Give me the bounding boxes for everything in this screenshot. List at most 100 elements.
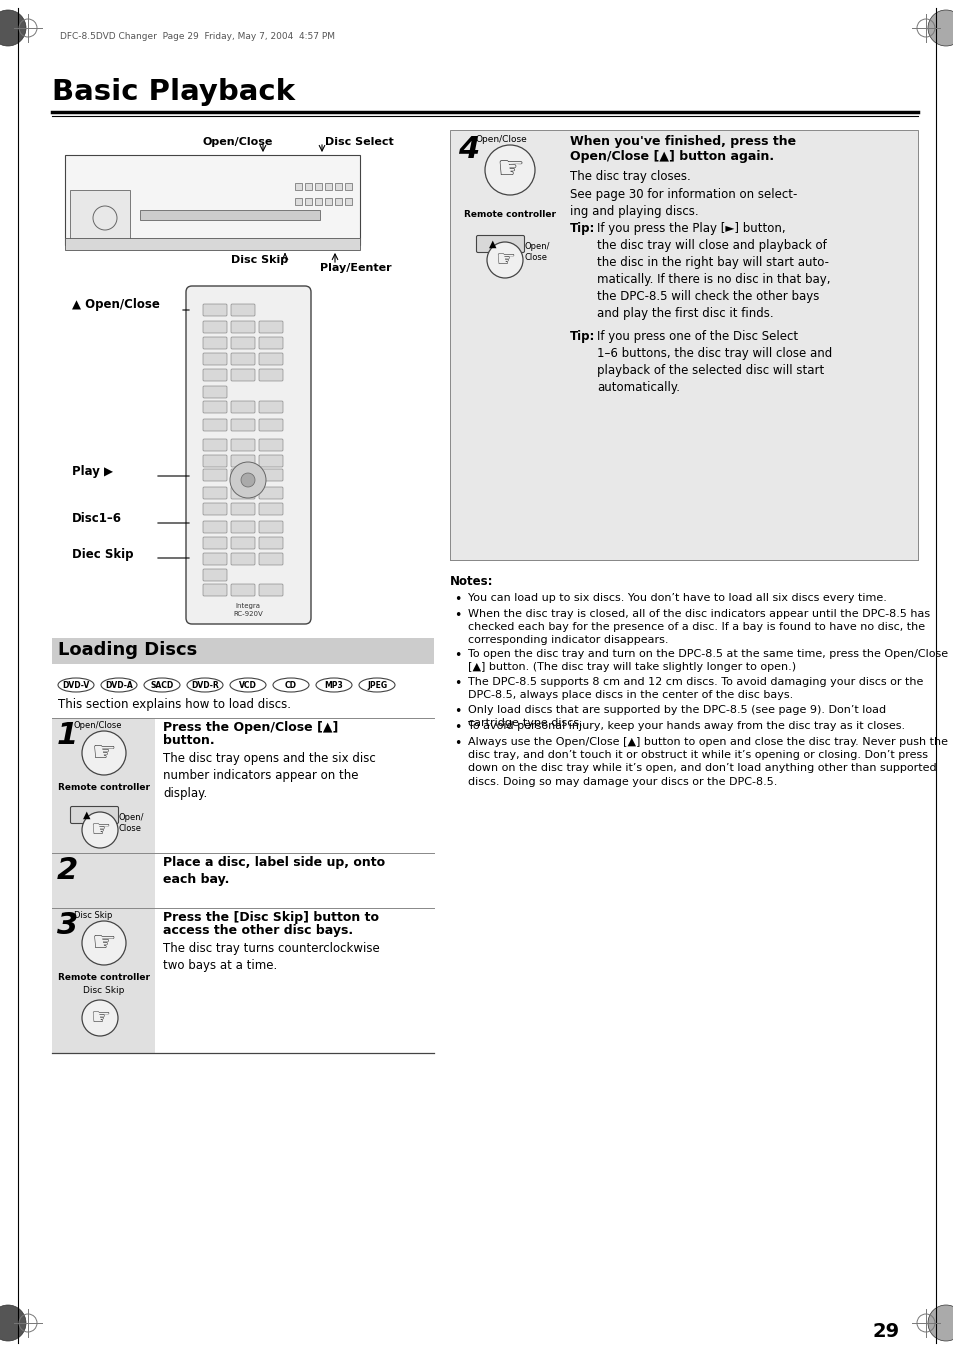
Text: Diec Skip: Diec Skip	[71, 549, 133, 561]
Text: When you've finished, press the: When you've finished, press the	[569, 135, 796, 149]
Circle shape	[82, 1000, 118, 1036]
Text: Open/
Close: Open/ Close	[119, 813, 144, 834]
FancyBboxPatch shape	[203, 336, 227, 349]
Text: Disc Skip: Disc Skip	[232, 255, 288, 265]
Text: Only load discs that are supported by the DPC-8.5 (see page 9). Don’t load cartr: Only load discs that are supported by th…	[468, 705, 885, 728]
Text: ☞: ☞	[90, 820, 110, 840]
FancyBboxPatch shape	[231, 521, 254, 534]
Bar	[335, 182, 341, 190]
FancyBboxPatch shape	[203, 469, 227, 481]
FancyBboxPatch shape	[231, 419, 254, 431]
FancyBboxPatch shape	[231, 503, 254, 515]
FancyBboxPatch shape	[258, 455, 283, 467]
Bar	[450, 130, 917, 561]
Circle shape	[230, 462, 266, 499]
FancyBboxPatch shape	[258, 469, 283, 481]
Bar	[65, 238, 359, 250]
Text: Place a disc, label side up, onto
each bay.: Place a disc, label side up, onto each b…	[163, 857, 385, 886]
FancyBboxPatch shape	[203, 486, 227, 499]
FancyBboxPatch shape	[203, 521, 227, 534]
FancyBboxPatch shape	[203, 553, 227, 565]
Text: The disc tray closes.: The disc tray closes.	[569, 170, 690, 182]
FancyBboxPatch shape	[258, 439, 283, 451]
Text: 3: 3	[57, 911, 78, 940]
FancyBboxPatch shape	[258, 521, 283, 534]
FancyBboxPatch shape	[203, 401, 227, 413]
FancyBboxPatch shape	[203, 322, 227, 332]
FancyBboxPatch shape	[231, 322, 254, 332]
Text: ▲: ▲	[83, 811, 91, 820]
FancyBboxPatch shape	[203, 369, 227, 381]
Text: Open/Close: Open/Close	[203, 136, 273, 147]
Circle shape	[82, 812, 118, 848]
Text: If you press one of the Disc Select
1–6 buttons, the disc tray will close and
pl: If you press one of the Disc Select 1–6 …	[597, 330, 831, 394]
Text: access the other disc bays.: access the other disc bays.	[163, 924, 353, 938]
FancyBboxPatch shape	[203, 584, 227, 596]
Text: ☞: ☞	[90, 1008, 110, 1028]
Text: Open/Close: Open/Close	[74, 721, 122, 730]
FancyBboxPatch shape	[258, 401, 283, 413]
Circle shape	[0, 1305, 26, 1342]
Bar	[52, 908, 154, 1052]
FancyBboxPatch shape	[71, 807, 118, 824]
Bar	[345, 182, 352, 190]
Bar	[52, 717, 154, 852]
FancyBboxPatch shape	[258, 336, 283, 349]
FancyBboxPatch shape	[258, 369, 283, 381]
FancyBboxPatch shape	[186, 286, 311, 624]
Bar	[305, 199, 312, 205]
Text: •: •	[454, 738, 461, 750]
Text: •: •	[454, 648, 461, 662]
Circle shape	[927, 9, 953, 46]
Circle shape	[241, 473, 254, 486]
Text: The disc tray turns counterclockwise
two bays at a time.: The disc tray turns counterclockwise two…	[163, 942, 379, 973]
Text: ☞: ☞	[496, 155, 523, 185]
FancyBboxPatch shape	[231, 584, 254, 596]
Text: JPEG: JPEG	[367, 681, 387, 689]
Text: button.: button.	[163, 734, 214, 747]
Text: This section explains how to load discs.: This section explains how to load discs.	[58, 698, 291, 711]
FancyBboxPatch shape	[258, 486, 283, 499]
Text: Play ▶: Play ▶	[71, 465, 112, 478]
Text: Open/Close: Open/Close	[476, 135, 527, 145]
Text: Press the Open/Close [▲]: Press the Open/Close [▲]	[163, 721, 338, 734]
Bar	[140, 209, 319, 220]
Text: Open/
Close: Open/ Close	[524, 242, 550, 262]
Bar	[345, 199, 352, 205]
Text: DVD-A: DVD-A	[105, 681, 132, 689]
Text: Notes:: Notes:	[450, 576, 493, 588]
Bar	[314, 199, 322, 205]
Bar	[294, 182, 302, 190]
Text: Play/Eenter: Play/Eenter	[319, 263, 392, 273]
Text: ▲: ▲	[489, 239, 497, 249]
FancyBboxPatch shape	[231, 304, 254, 316]
Text: The DPC-8.5 supports 8 cm and 12 cm discs. To avoid damaging your discs or the D: The DPC-8.5 supports 8 cm and 12 cm disc…	[468, 677, 923, 700]
Circle shape	[82, 921, 126, 965]
Text: DFC-8.5DVD Changer  Page 29  Friday, May 7, 2004  4:57 PM: DFC-8.5DVD Changer Page 29 Friday, May 7…	[60, 32, 335, 41]
Text: CD: CD	[285, 681, 296, 689]
FancyBboxPatch shape	[203, 304, 227, 316]
Text: 2: 2	[57, 857, 78, 885]
FancyBboxPatch shape	[231, 536, 254, 549]
Text: Integra
RC-920V: Integra RC-920V	[233, 603, 263, 616]
FancyBboxPatch shape	[203, 503, 227, 515]
Text: VCD: VCD	[239, 681, 256, 689]
FancyBboxPatch shape	[258, 503, 283, 515]
Text: When the disc tray is closed, all of the disc indicators appear until the DPC-8.: When the disc tray is closed, all of the…	[468, 609, 929, 646]
Text: You can load up to six discs. You don’t have to load all six discs every time.: You can load up to six discs. You don’t …	[468, 593, 886, 603]
FancyBboxPatch shape	[258, 353, 283, 365]
FancyBboxPatch shape	[203, 419, 227, 431]
Text: SACD: SACD	[151, 681, 173, 689]
Text: The disc tray opens and the six disc
number indicators appear on the
display.: The disc tray opens and the six disc num…	[163, 753, 375, 800]
Text: Basic Playback: Basic Playback	[52, 78, 294, 105]
Text: 1: 1	[57, 721, 78, 750]
Text: Tip:: Tip:	[569, 222, 595, 235]
Bar	[52, 638, 434, 663]
Text: Always use the Open/Close [▲] button to open and close the disc tray. Never push: Always use the Open/Close [▲] button to …	[468, 738, 947, 786]
Bar	[65, 155, 359, 245]
Text: 29: 29	[872, 1323, 899, 1342]
Text: •: •	[454, 721, 461, 734]
Text: •: •	[454, 705, 461, 717]
Text: Disc Skip: Disc Skip	[74, 911, 112, 920]
Text: •: •	[454, 593, 461, 607]
